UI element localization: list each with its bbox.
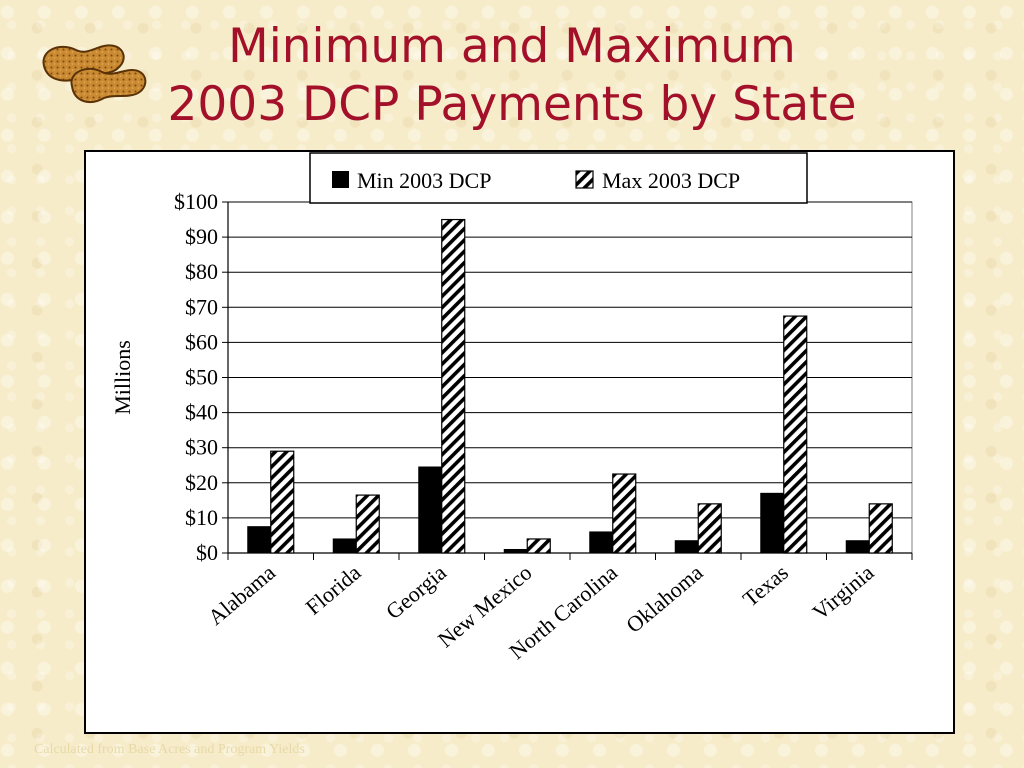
y-axis-label: Millions <box>110 340 135 415</box>
bar-max <box>783 315 808 554</box>
gridlines <box>227 201 913 554</box>
slide-title-line-1: Minimum and Maximum <box>228 19 796 74</box>
bar-min <box>760 492 785 554</box>
slide-title: Minimum and Maximum 2003 DCP Payments by… <box>0 18 1024 134</box>
bar-min <box>589 531 614 554</box>
bar-max <box>697 503 722 554</box>
bar-min <box>418 466 443 554</box>
bar-max <box>355 494 380 554</box>
bar-chart: $0 $10 $20 $30 $40 $50 $60 $70 $80 $90 $100 Alabam… <box>110 152 913 665</box>
y-tick-label: $10 <box>185 505 218 530</box>
bar-max <box>868 503 893 554</box>
y-tick-label: $70 <box>185 294 218 319</box>
chart-frame: $0 $10 $20 $30 $40 $50 $60 $70 $80 $90 $100 Alabam… <box>84 150 955 734</box>
legend-swatch-min <box>332 171 349 188</box>
y-tick-label: $0 <box>196 540 218 565</box>
x-tick-label: Florida <box>301 560 366 620</box>
bar-max <box>612 473 637 554</box>
y-tick-label: $100 <box>174 189 218 214</box>
bar-max <box>270 450 295 554</box>
bar-min <box>503 548 528 554</box>
y-tick-labels: $0 $10 $20 $30 $40 $50 $60 $70 $80 $90 $100 <box>174 189 218 565</box>
y-tick-label: $40 <box>185 400 218 425</box>
legend: Min 2003 DCP Max 2003 DCP <box>309 152 808 204</box>
slide-title-line-2: 2003 DCP Payments by State <box>167 77 857 132</box>
y-tick-label: $30 <box>185 435 218 460</box>
x-tick-label: Alabama <box>203 560 280 630</box>
x-tick-label: Oklahoma <box>621 560 707 638</box>
y-tick-label: $90 <box>185 224 218 249</box>
y-tick-label: $50 <box>185 365 218 390</box>
footnote: Calculated from Base Acres and Program Y… <box>34 742 305 757</box>
x-tick-label: Georgia <box>381 560 451 625</box>
bar-min <box>247 526 272 554</box>
y-tick-label: $20 <box>185 470 218 495</box>
bar-max <box>526 538 551 554</box>
bar-min <box>674 540 699 554</box>
bar-min <box>332 538 357 554</box>
legend-box <box>309 152 808 204</box>
legend-swatch-max <box>575 170 594 189</box>
legend-label-max: Max 2003 DCP <box>602 168 740 193</box>
x-tick-label: Virginia <box>808 560 879 625</box>
axes <box>222 201 913 560</box>
bars <box>247 218 893 554</box>
peanut-icon <box>42 44 147 103</box>
y-tick-label: $80 <box>185 259 218 284</box>
legend-label-min: Min 2003 DCP <box>357 168 491 193</box>
x-tick-label: Texas <box>738 560 793 612</box>
bar-max <box>441 218 466 554</box>
y-tick-label: $60 <box>185 329 218 354</box>
bar-min <box>845 540 870 554</box>
